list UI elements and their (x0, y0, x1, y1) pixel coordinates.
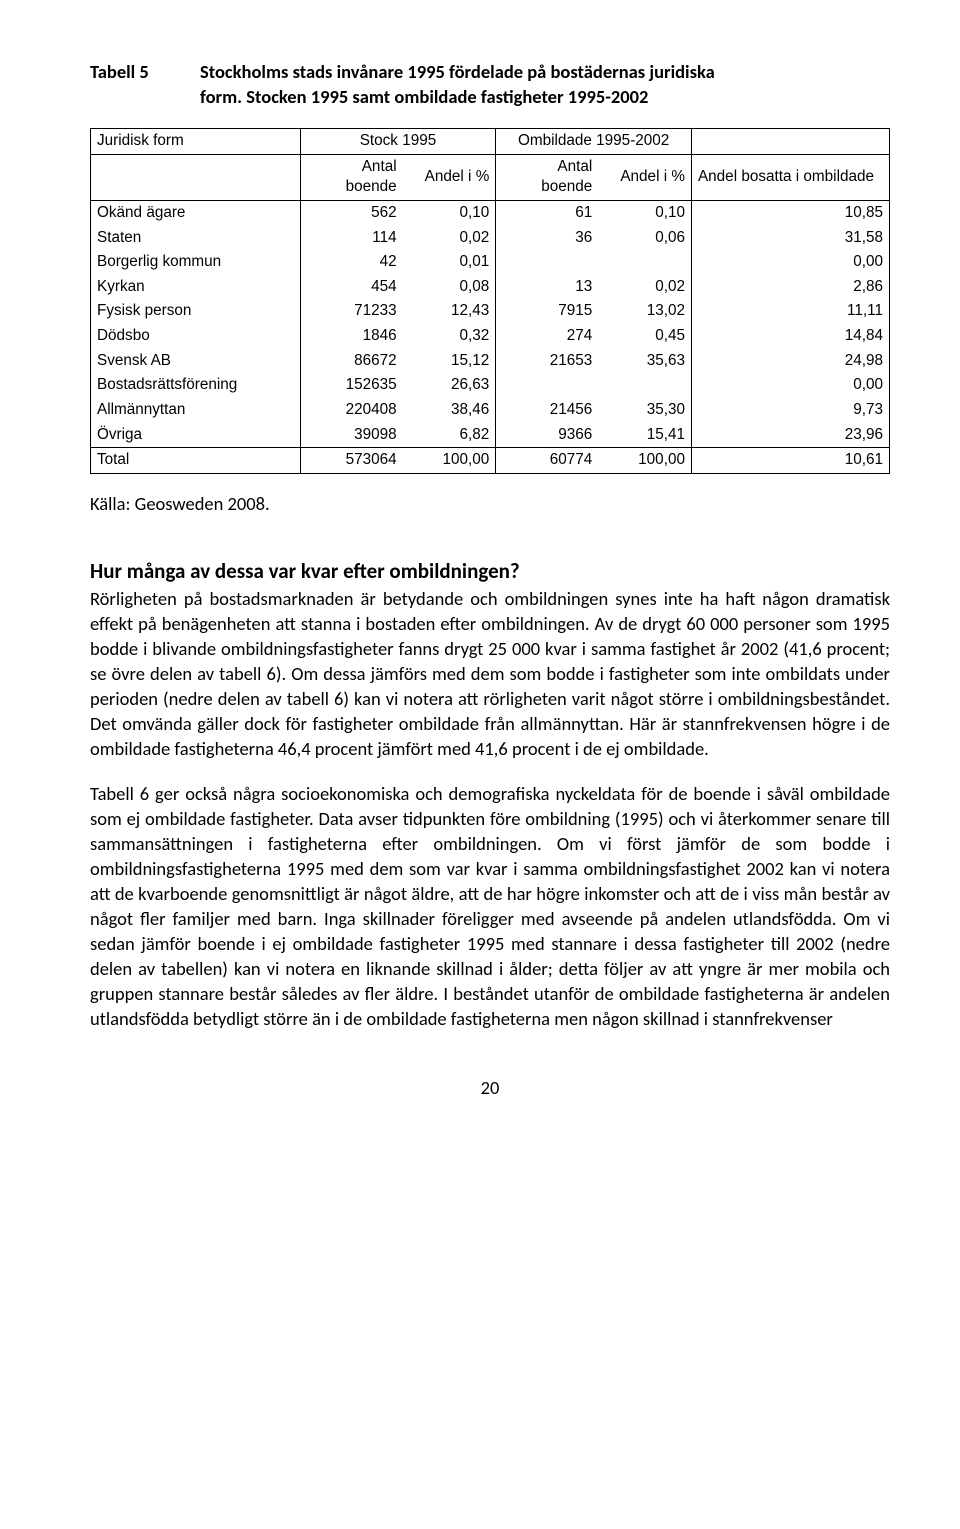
cell-label: Dödsbo (91, 324, 301, 349)
table-row: Allmännyttan22040838,462145635,309,73 (91, 398, 890, 423)
table-5-label: Tabell 5 (90, 60, 200, 85)
cell-a: 220408 (300, 398, 402, 423)
subhead-andel-2: Andel i % (598, 154, 691, 200)
cell-e: 2,86 (691, 275, 889, 300)
cell-d: 35,63 (598, 349, 691, 374)
cell-label: Staten (91, 226, 301, 251)
page-number: 20 (90, 1076, 890, 1101)
cell-b: 0,08 (403, 275, 496, 300)
cell-c: 7915 (496, 299, 598, 324)
table-row: Övriga390986,82936615,4123,96 (91, 423, 890, 448)
cell-e: 11,11 (691, 299, 889, 324)
cell-a: 42 (300, 250, 402, 275)
cell-c: 9366 (496, 423, 598, 448)
subhead-andel-1: Andel i % (403, 154, 496, 200)
paragraph-2: Tabell 6 ger också några socioekonomiska… (90, 782, 890, 1032)
cell-label: Allmännyttan (91, 398, 301, 423)
cell-d (598, 373, 691, 398)
cell-label: Total (91, 448, 301, 474)
cell-c: 60774 (496, 448, 598, 474)
paragraph-1: Rörligheten på bostadsmarknaden är betyd… (90, 587, 890, 762)
cell-e: 0,00 (691, 373, 889, 398)
header-empty (691, 128, 889, 154)
table-row: Staten1140,02360,0631,58 (91, 226, 890, 251)
cell-c (496, 250, 598, 275)
cell-b: 38,46 (403, 398, 496, 423)
cell-b: 0,32 (403, 324, 496, 349)
cell-e: 14,84 (691, 324, 889, 349)
table-subheader-row: Antal boende Andel i % Antal boende Ande… (91, 154, 890, 200)
table-total-row: Total573064100,0060774100,0010,61 (91, 448, 890, 474)
cell-label: Fysisk person (91, 299, 301, 324)
cell-b: 0,01 (403, 250, 496, 275)
cell-label: Övriga (91, 423, 301, 448)
cell-c: 21653 (496, 349, 598, 374)
cell-label: Okänd ägare (91, 200, 301, 225)
cell-d: 0,45 (598, 324, 691, 349)
table-5: Juridisk form Stock 1995 Ombildade 1995-… (90, 128, 890, 474)
cell-b: 12,43 (403, 299, 496, 324)
table-row: Fysisk person7123312,43791513,0211,11 (91, 299, 890, 324)
header-stock: Stock 1995 (300, 128, 496, 154)
cell-b: 6,82 (403, 423, 496, 448)
subhead-empty (91, 154, 301, 200)
cell-b: 0,02 (403, 226, 496, 251)
subhead-antal-2: Antal boende (496, 154, 598, 200)
cell-a: 1846 (300, 324, 402, 349)
cell-a: 71233 (300, 299, 402, 324)
cell-d: 15,41 (598, 423, 691, 448)
subhead-antal-1: Antal boende (300, 154, 402, 200)
cell-c: 36 (496, 226, 598, 251)
cell-b: 26,63 (403, 373, 496, 398)
cell-c: 61 (496, 200, 598, 225)
cell-e: 31,58 (691, 226, 889, 251)
cell-a: 114 (300, 226, 402, 251)
table-row: Borgerlig kommun420,01 0,00 (91, 250, 890, 275)
cell-label: Borgerlig kommun (91, 250, 301, 275)
table-row: Svensk AB8667215,122165335,6324,98 (91, 349, 890, 374)
cell-d: 0,10 (598, 200, 691, 225)
cell-b: 0,10 (403, 200, 496, 225)
cell-d: 13,02 (598, 299, 691, 324)
cell-e: 9,73 (691, 398, 889, 423)
cell-c: 274 (496, 324, 598, 349)
cell-b: 15,12 (403, 349, 496, 374)
section-heading: Hur många av dessa var kvar efter ombild… (90, 557, 890, 585)
table-row: Dödsbo18460,322740,4514,84 (91, 324, 890, 349)
cell-a: 152635 (300, 373, 402, 398)
table-5-source: Källa: Geosweden 2008. (90, 492, 890, 517)
cell-e: 24,98 (691, 349, 889, 374)
cell-c (496, 373, 598, 398)
header-jurid: Juridisk form (91, 128, 301, 154)
cell-d: 0,06 (598, 226, 691, 251)
cell-e: 23,96 (691, 423, 889, 448)
table-row: Kyrkan4540,08130,022,86 (91, 275, 890, 300)
header-ombild: Ombildade 1995-2002 (496, 128, 692, 154)
cell-c: 21456 (496, 398, 598, 423)
table-5-title-line1: Stockholms stads invånare 1995 fördelade… (200, 60, 715, 85)
table-5-title-line2: form. Stocken 1995 samt ombildade fastig… (200, 85, 890, 110)
cell-d: 35,30 (598, 398, 691, 423)
cell-a: 86672 (300, 349, 402, 374)
cell-e: 10,85 (691, 200, 889, 225)
cell-e: 0,00 (691, 250, 889, 275)
cell-d: 100,00 (598, 448, 691, 474)
cell-label: Bostadsrättsförening (91, 373, 301, 398)
cell-e: 10,61 (691, 448, 889, 474)
cell-a: 562 (300, 200, 402, 225)
cell-d (598, 250, 691, 275)
cell-a: 573064 (300, 448, 402, 474)
cell-c: 13 (496, 275, 598, 300)
table-5-title: Tabell 5 Stockholms stads invånare 1995 … (90, 60, 890, 110)
subhead-bosatta: Andel bosatta i ombildade (691, 154, 889, 200)
cell-label: Svensk AB (91, 349, 301, 374)
table-row: Okänd ägare5620,10610,1010,85 (91, 200, 890, 225)
table-row: Bostadsrättsförening15263526,63 0,00 (91, 373, 890, 398)
cell-d: 0,02 (598, 275, 691, 300)
cell-a: 39098 (300, 423, 402, 448)
cell-a: 454 (300, 275, 402, 300)
cell-b: 100,00 (403, 448, 496, 474)
table-header-group-row: Juridisk form Stock 1995 Ombildade 1995-… (91, 128, 890, 154)
cell-label: Kyrkan (91, 275, 301, 300)
